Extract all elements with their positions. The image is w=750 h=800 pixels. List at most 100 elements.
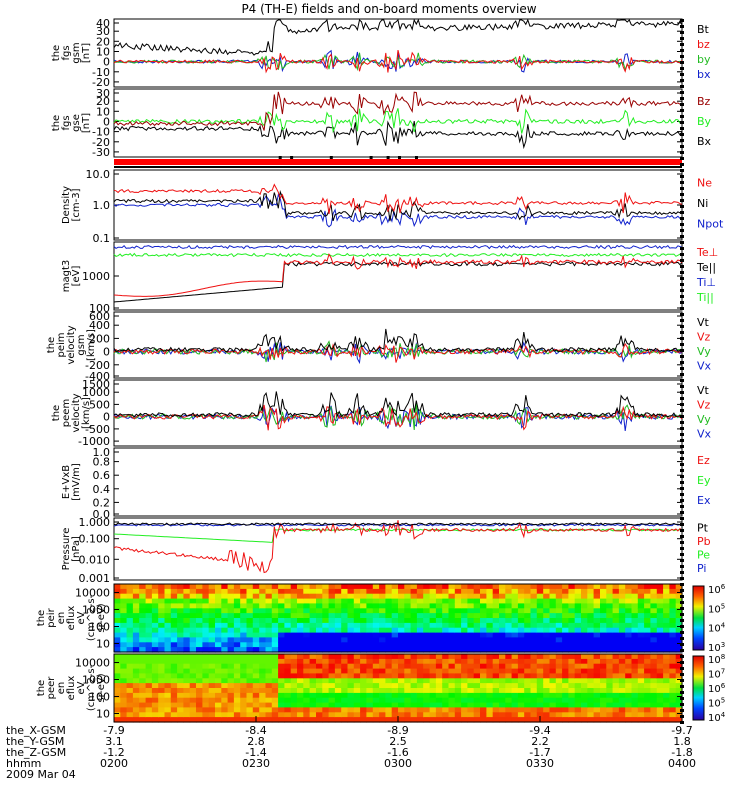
right-edge-dash bbox=[680, 343, 684, 346]
spectrogram-cell bbox=[164, 663, 172, 670]
right-edge-dash bbox=[680, 115, 684, 118]
spectrogram-cell bbox=[139, 702, 147, 709]
spectrogram-cell bbox=[530, 712, 538, 718]
right-edge-dash bbox=[680, 325, 684, 328]
spectrogram-cell bbox=[208, 707, 216, 713]
spectrogram-cell bbox=[221, 642, 229, 648]
spectrogram-cell bbox=[177, 608, 184, 614]
spectrogram-cell bbox=[290, 683, 298, 689]
y-axis-label-line: peir bbox=[46, 607, 57, 627]
spectrogram-cell bbox=[227, 618, 235, 624]
spectrogram-cell bbox=[120, 584, 128, 590]
spectrogram-cell bbox=[221, 584, 229, 590]
spectrogram-cell bbox=[549, 692, 557, 699]
x-axis-row-value: -8.4 bbox=[245, 724, 266, 737]
spectrogram-cell bbox=[480, 627, 487, 634]
spectrogram-cell bbox=[278, 622, 285, 629]
spectrogram-cell bbox=[511, 683, 519, 689]
spectrogram-cell bbox=[221, 658, 229, 665]
spectrogram-cell bbox=[284, 632, 292, 639]
spectrogram-cell bbox=[581, 603, 588, 609]
spectrogram-cell bbox=[480, 712, 487, 718]
spectrogram-cell bbox=[164, 668, 172, 675]
right-edge-dash bbox=[680, 529, 684, 532]
spectrogram-cell bbox=[139, 717, 147, 723]
spectrogram-cell bbox=[145, 627, 153, 634]
spectrogram-cell bbox=[126, 613, 134, 619]
spectrogram-cell bbox=[240, 697, 248, 704]
spectrogram-cell bbox=[341, 717, 349, 723]
spectrogram-cell bbox=[574, 678, 582, 684]
spectrogram-cell bbox=[663, 622, 670, 629]
spectrogram-cell bbox=[334, 712, 342, 718]
spectrogram-cell bbox=[593, 673, 601, 679]
spectrogram-cell bbox=[429, 613, 437, 619]
spectrogram-cell bbox=[669, 613, 677, 619]
series-line-Bz bbox=[113, 91, 683, 131]
spectrogram-cell bbox=[423, 637, 431, 643]
spectrogram-cell bbox=[549, 688, 557, 694]
spectrogram-cell bbox=[562, 678, 569, 684]
spectrogram-cell bbox=[524, 712, 532, 718]
x-axis-row-value: 1.8 bbox=[673, 735, 691, 748]
spectrogram-cell bbox=[265, 584, 273, 590]
spectrogram-cell bbox=[511, 654, 519, 660]
spectrogram-cell bbox=[246, 697, 254, 704]
spectrogram-cell bbox=[271, 618, 279, 624]
spectrogram-cell bbox=[486, 613, 494, 619]
spectrogram-cell bbox=[543, 717, 551, 723]
spectrogram-cell bbox=[227, 654, 235, 660]
spectrogram-cell bbox=[461, 598, 468, 605]
spectrogram-cell bbox=[303, 654, 311, 660]
spectrogram-cell bbox=[454, 632, 462, 639]
spectrogram-cell bbox=[593, 697, 601, 704]
spectrogram-cell bbox=[379, 598, 386, 605]
spectrogram-cell bbox=[240, 588, 248, 595]
spectrogram-cell bbox=[290, 632, 298, 639]
spectrogram-cell bbox=[543, 627, 551, 634]
spectrogram-cell bbox=[663, 608, 670, 614]
y-axis-label-line: peem bbox=[61, 399, 72, 427]
spectrogram-cell bbox=[549, 663, 557, 670]
spectrogram-cell bbox=[618, 654, 626, 660]
spectrogram-cell bbox=[606, 663, 614, 670]
spectrogram-cell bbox=[480, 658, 487, 665]
spectrogram-cell bbox=[252, 707, 260, 713]
right-edge-dash bbox=[680, 403, 684, 406]
spectrogram-cell bbox=[524, 707, 532, 713]
panel-frame bbox=[113, 241, 683, 311]
spectrogram-cell bbox=[593, 647, 601, 653]
spectrogram-cell bbox=[290, 707, 298, 713]
spectrogram-cell bbox=[177, 618, 184, 624]
y-axis-label-line: the bbox=[36, 680, 47, 696]
spectrogram-cell bbox=[467, 697, 475, 704]
spectrogram-cell bbox=[132, 663, 140, 670]
spectrogram-cell bbox=[511, 618, 519, 624]
spectrogram-cell bbox=[555, 588, 563, 595]
spectrogram-cell bbox=[151, 697, 159, 704]
spectrogram-cell bbox=[473, 668, 481, 675]
spectrogram-cell bbox=[145, 632, 153, 639]
spectrogram-cell bbox=[303, 642, 311, 648]
spectrogram-cell bbox=[259, 673, 267, 679]
colorbar-tick-label: 106 bbox=[708, 583, 726, 596]
spectrogram-cell bbox=[322, 603, 330, 609]
spectrogram-cell bbox=[303, 697, 311, 704]
spectrogram-cell bbox=[252, 622, 260, 629]
spectrogram-cell bbox=[196, 588, 203, 595]
spectrogram-cell bbox=[549, 593, 557, 600]
y-axis-label: thepeirenefluxeV(cm^2-s-sr-eV) bbox=[36, 594, 107, 641]
spectrogram-cell bbox=[631, 622, 639, 629]
spectrogram-cell bbox=[278, 692, 285, 699]
spectrogram-cell bbox=[189, 683, 197, 689]
spectrogram-cell bbox=[618, 584, 626, 590]
spectrogram-cell bbox=[196, 673, 203, 679]
right-edge-dash bbox=[680, 481, 684, 484]
legend-label: Vt bbox=[697, 316, 710, 329]
spectrogram-cell bbox=[366, 588, 374, 595]
spectrogram-cell bbox=[316, 627, 323, 634]
spectrogram-cell bbox=[416, 712, 424, 718]
spectrogram-cell bbox=[271, 637, 279, 643]
spectrogram-cell bbox=[435, 622, 443, 629]
